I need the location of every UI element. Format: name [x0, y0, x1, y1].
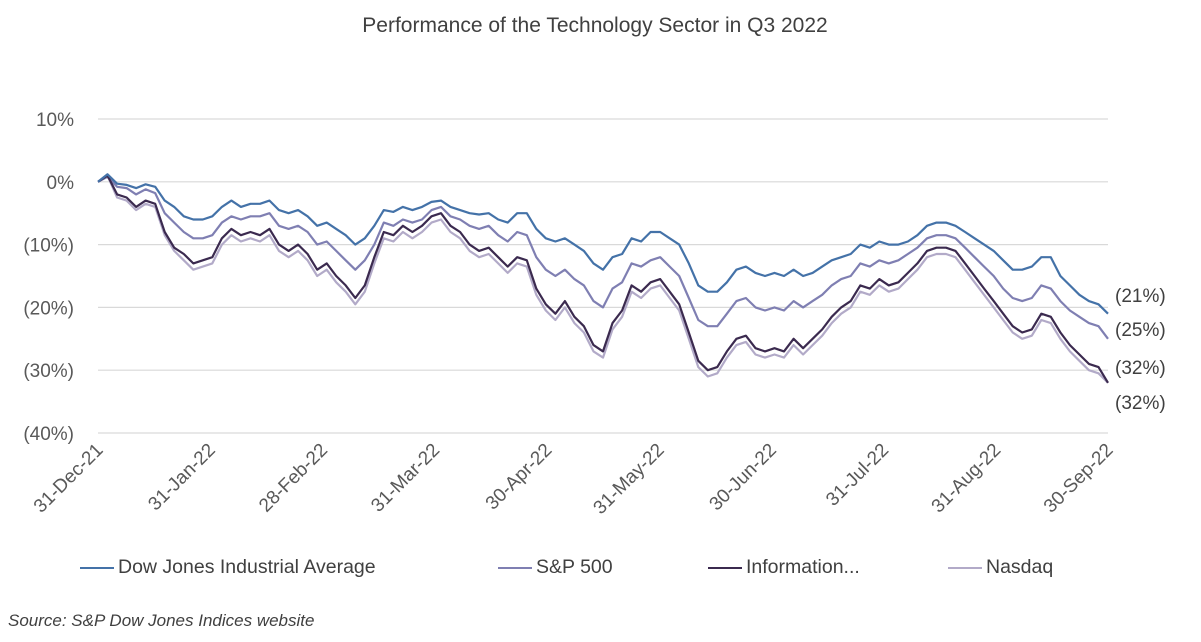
x-tick-label: 31-Dec-21 [30, 440, 108, 518]
x-tick-label: 31-Aug-22 [928, 440, 1006, 518]
series-line-0 [97, 173, 1109, 315]
end-label: (25%) [1115, 320, 1166, 341]
x-axis-ticks: 31-Dec-21 31-Jan-22 28-Feb-22 31-Mar-22 30-A… [30, 440, 1118, 519]
legend-label: Nasdaq [986, 556, 1054, 578]
x-tick-label: 31-Jul-22 [822, 440, 893, 511]
x-tick-label: 28-Feb-22 [255, 440, 332, 517]
legend-item: Nasdaq [948, 556, 1053, 579]
legend-swatch [948, 566, 982, 569]
y-tick-label: 10% [36, 110, 74, 131]
gridlines [98, 118, 1108, 434]
x-tick-label: 30-Sep-22 [1040, 440, 1118, 518]
x-tick-label: 31-Jan-22 [144, 440, 219, 515]
end-label: (32%) [1115, 358, 1166, 379]
y-tick-label: (20%) [23, 298, 74, 319]
end-label: (32%) [1115, 393, 1166, 414]
end-labels: (21%) (25%) (32%) (32%) [1115, 286, 1166, 414]
series-line-3 [97, 174, 1109, 384]
legend-label: S&P 500 [536, 556, 613, 578]
legend: Dow Jones Industrial Average S&P 500 Infor… [80, 556, 1140, 586]
end-label: (21%) [1115, 286, 1166, 307]
x-tick-label: 31-Mar-22 [367, 440, 444, 517]
legend-swatch [708, 566, 742, 569]
y-tick-label: (30%) [23, 361, 74, 382]
legend-item: S&P 500 [498, 556, 613, 579]
y-tick-label: 0% [47, 173, 75, 194]
source-note: Source: S&P Dow Jones Indices website [8, 611, 315, 630]
y-tick-label: (10%) [23, 236, 74, 257]
legend-item: Information... [708, 556, 860, 579]
series-lines [97, 173, 1109, 384]
legend-swatch [498, 566, 532, 569]
legend-swatch [80, 566, 114, 569]
chart-title: Performance of the Technology Sector in … [362, 14, 828, 37]
series-line-2 [97, 174, 1109, 384]
x-tick-label: 30-Apr-22 [482, 440, 557, 515]
series-line-1 [97, 175, 1109, 340]
y-tick-label: (40%) [23, 424, 74, 445]
legend-item: Dow Jones Industrial Average [80, 556, 376, 579]
x-tick-label: 31-May-22 [590, 440, 669, 519]
y-axis-ticks: 10% 0% (10%) (20%) (30%) (40%) [23, 110, 74, 445]
legend-label: Information... [746, 556, 860, 578]
x-tick-label: 30-Jun-22 [706, 440, 781, 515]
legend-label: Dow Jones Industrial Average [118, 556, 376, 578]
